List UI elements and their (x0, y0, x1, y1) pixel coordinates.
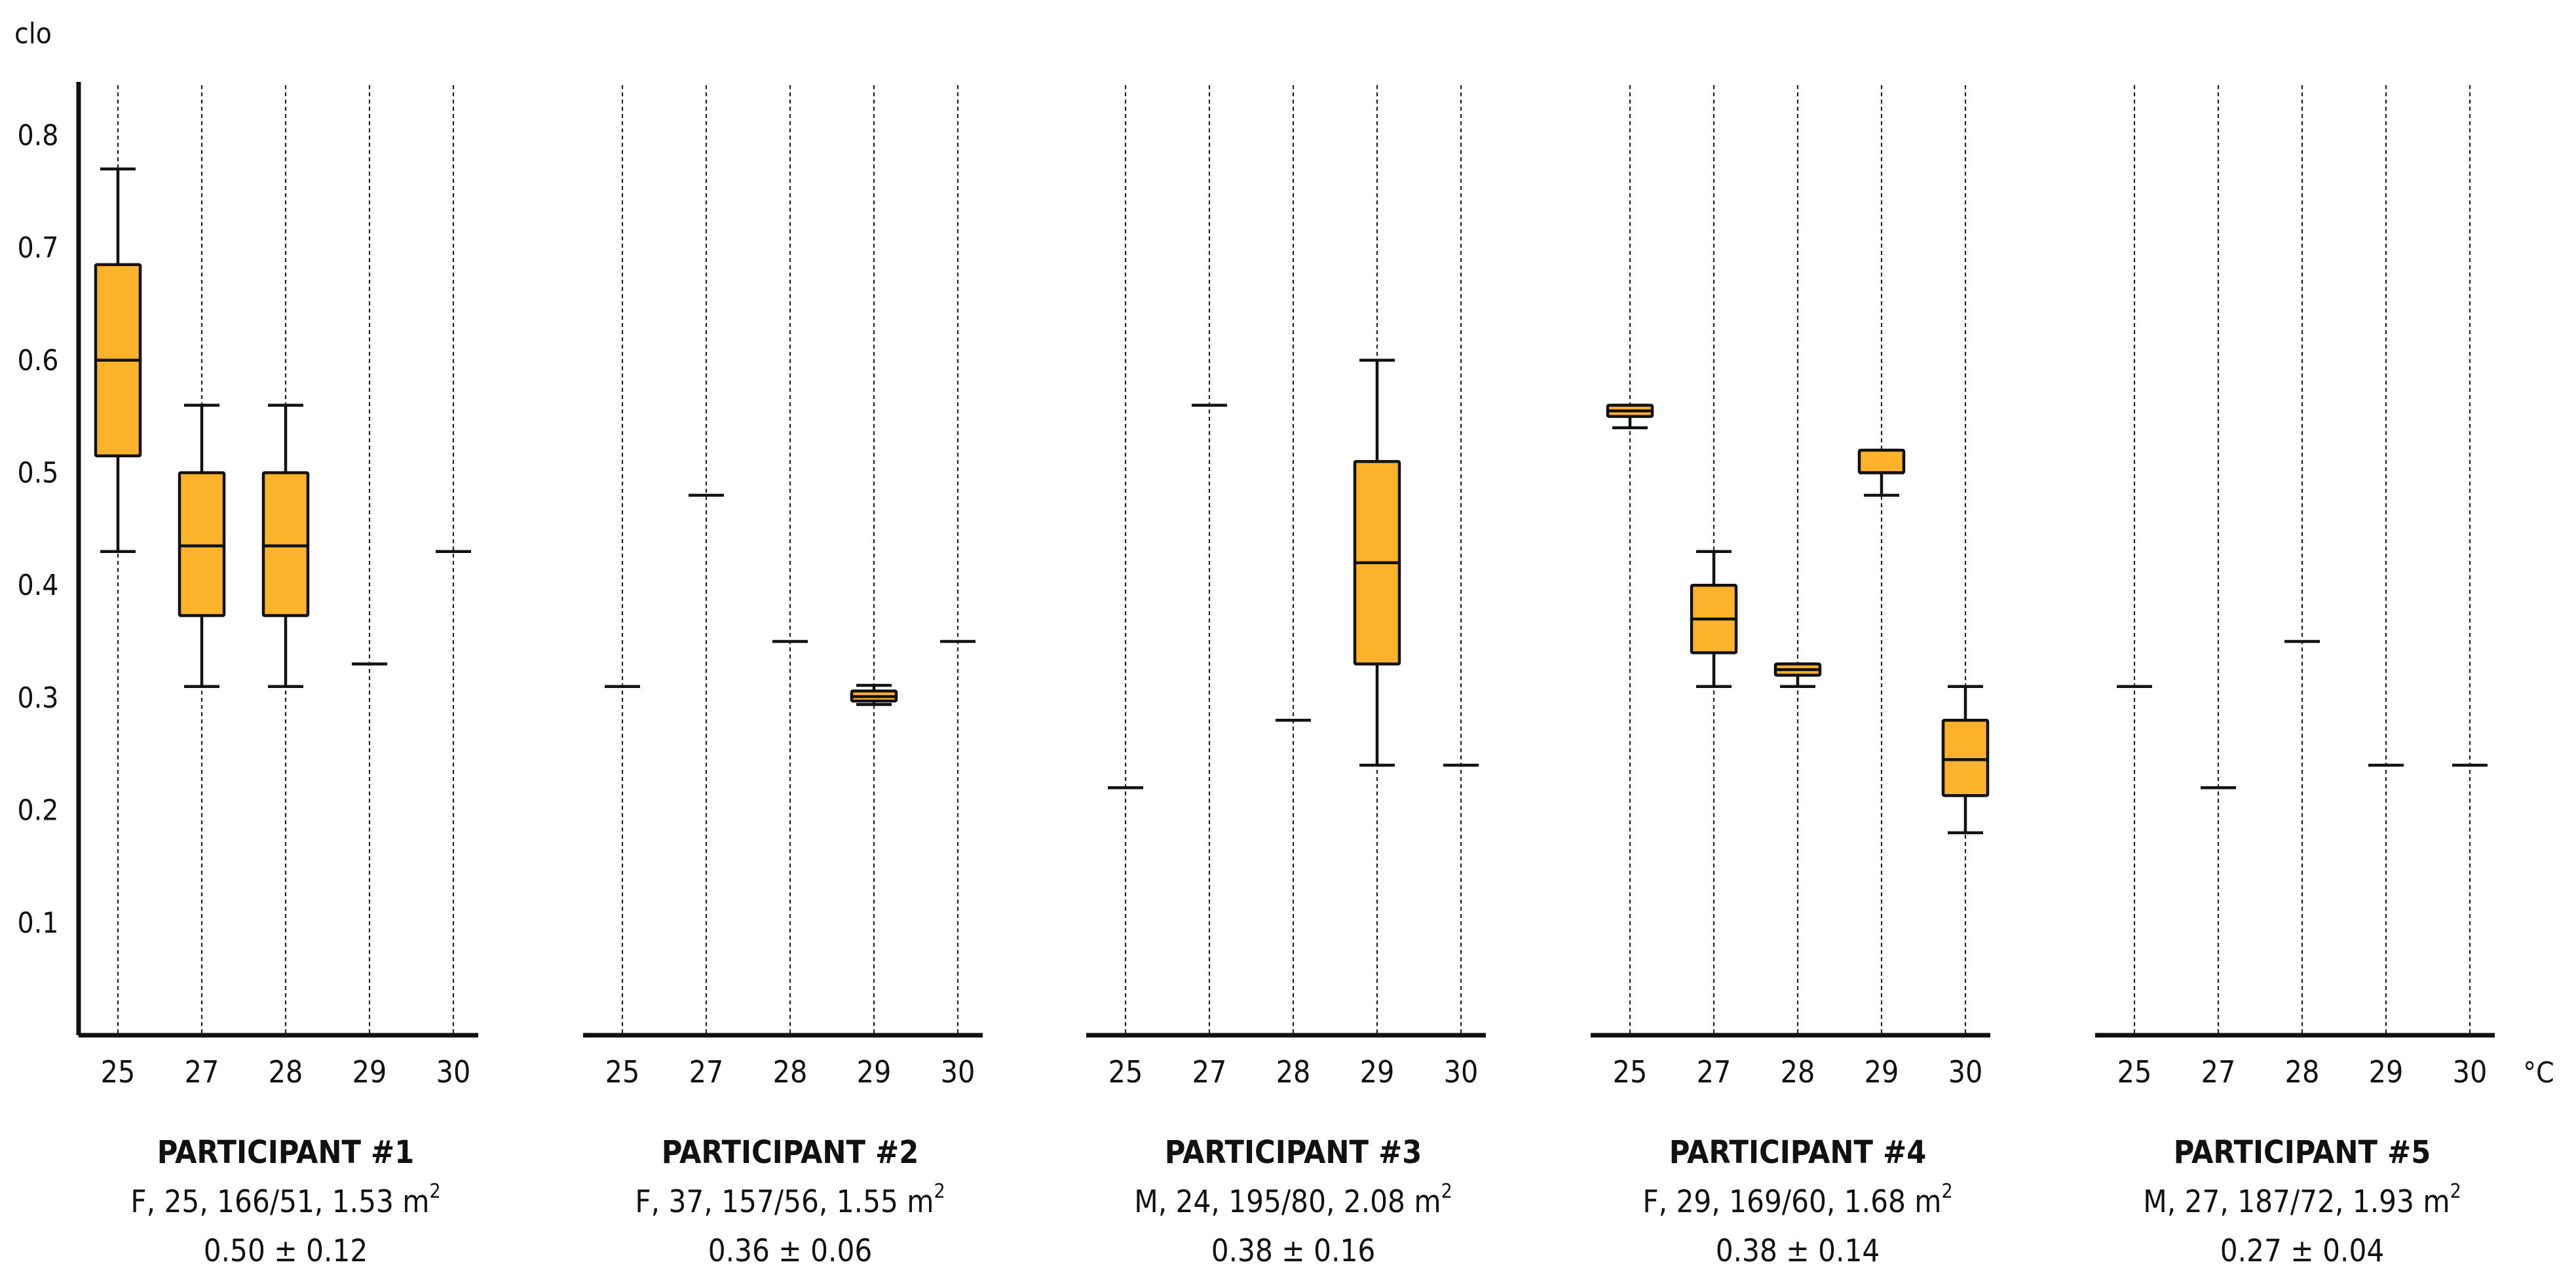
y-tick-label: 0.5 (18, 457, 59, 490)
x-tick-label: 25 (605, 1054, 640, 1090)
box-25 (94, 167, 142, 553)
iqr-box (178, 471, 226, 617)
x-tick-label: 25 (1108, 1054, 1143, 1090)
participant-info: M, 24, 195/80, 2.08 m2 (1134, 1180, 1452, 1220)
box-29 (1353, 358, 1401, 767)
participant-info: M, 27, 187/72, 1.93 m2 (2143, 1180, 2461, 1220)
participant-title: PARTICIPANT #5 (2174, 1134, 2431, 1171)
box-25 (1606, 404, 1654, 430)
box-29 (1857, 448, 1906, 497)
x-tick-label: 27 (1192, 1054, 1227, 1090)
participant-summary: 0.38 ± 0.14 (1716, 1233, 1880, 1269)
participant-title: PARTICIPANT #2 (662, 1134, 919, 1171)
box-30 (1941, 685, 1990, 835)
participant-summary: 0.36 ± 0.06 (708, 1233, 873, 1269)
x-tick-label: 27 (2201, 1054, 2236, 1090)
box-27 (1690, 550, 1738, 688)
info-superscript: 2 (429, 1180, 440, 1203)
participant-summary: 0.27 ± 0.04 (2220, 1233, 2385, 1269)
participant-title: PARTICIPANT #4 (1669, 1134, 1927, 1171)
x-tick-label: 30 (1444, 1054, 1479, 1090)
x-tick-label: 29 (2369, 1054, 2404, 1090)
participant-info: F, 37, 157/56, 1.55 m2 (635, 1180, 945, 1220)
x-axis-unit: °C (2523, 1056, 2554, 1090)
y-axis-label: clo (14, 17, 52, 50)
box-27 (178, 404, 226, 688)
x-tick-label: 27 (1697, 1054, 1732, 1090)
info-superscript: 2 (1441, 1180, 1452, 1203)
x-tick-label: 28 (1276, 1054, 1311, 1090)
x-tick-label: 30 (941, 1054, 975, 1090)
x-tick-label: 30 (2453, 1054, 2488, 1090)
participant-title: PARTICIPANT #3 (1165, 1134, 1422, 1171)
y-tick-label: 0.1 (18, 906, 59, 940)
x-tick-label: 28 (773, 1054, 808, 1090)
participant-info: F, 29, 169/60, 1.68 m2 (1642, 1180, 1952, 1220)
y-tick-label: 0.8 (18, 119, 59, 152)
y-tick-label: 0.6 (18, 344, 59, 377)
panels: 25 27 28 29 30 PARTICIPANT #1 F, 25, 166/51, 1… (79, 85, 2495, 1269)
participant-panel-1: 25 27 28 29 30 PARTICIPANT #1 F, 25, 166/51, 1… (79, 85, 478, 1269)
iqr-box (1941, 718, 1990, 797)
participant-panel-2: 25 27 28 29 30 PARTICIPANT #2 F, 37, 157/56, 1… (583, 85, 983, 1269)
x-tick-label: 25 (2117, 1054, 2152, 1090)
participant-panel-4: 25 27 28 29 30 PARTICIPANT #4 F, 29, 169/60, 1… (1591, 85, 1990, 1269)
x-tick-label: 25 (1613, 1054, 1648, 1090)
info-superscript: 2 (934, 1180, 945, 1203)
box-28 (261, 404, 310, 688)
x-tick-label: 25 (101, 1054, 136, 1090)
participant-summary: 0.50 ± 0.12 (204, 1233, 368, 1269)
y-tick-label: 0.3 (18, 681, 59, 715)
participant-panel-5: 25 27 28 29 30 PARTICIPANT #5 M, 27, 187/72, 1… (2095, 85, 2495, 1269)
x-tick-label: 27 (689, 1054, 724, 1090)
participant-panel-3: 25 27 28 29 30 PARTICIPANT #3 M, 24, 195/80, 2… (1086, 85, 1486, 1269)
x-tick-label: 29 (352, 1054, 387, 1090)
participant-info: F, 25, 166/51, 1.53 m2 (130, 1180, 440, 1220)
box-29 (850, 683, 898, 706)
y-tick-label: 0.7 (18, 231, 59, 265)
y-axis: 0.1 0.2 0.3 0.4 0.5 0.6 0.7 0.8 (18, 82, 81, 1035)
participant-summary: 0.38 ± 0.16 (1211, 1233, 1376, 1269)
x-tick-label: 29 (1360, 1054, 1395, 1090)
x-tick-label: 30 (436, 1054, 471, 1090)
x-tick-label: 29 (857, 1054, 892, 1090)
x-tick-label: 30 (1948, 1054, 1983, 1090)
y-tick-label: 0.2 (18, 794, 59, 828)
x-tick-label: 28 (2285, 1054, 2320, 1090)
x-tick-label: 27 (185, 1054, 219, 1090)
box-28 (1773, 662, 1822, 688)
x-tick-label: 28 (1781, 1054, 1815, 1090)
participant-title: PARTICIPANT #1 (157, 1134, 415, 1171)
info-superscript: 2 (1941, 1180, 1952, 1203)
x-tick-label: 28 (269, 1054, 303, 1090)
iqr-box (1857, 448, 1906, 474)
y-tick-label: 0.4 (18, 569, 59, 602)
x-tick-label: 29 (1865, 1054, 1899, 1090)
info-superscript: 2 (2450, 1180, 2461, 1203)
iqr-box (261, 471, 310, 617)
